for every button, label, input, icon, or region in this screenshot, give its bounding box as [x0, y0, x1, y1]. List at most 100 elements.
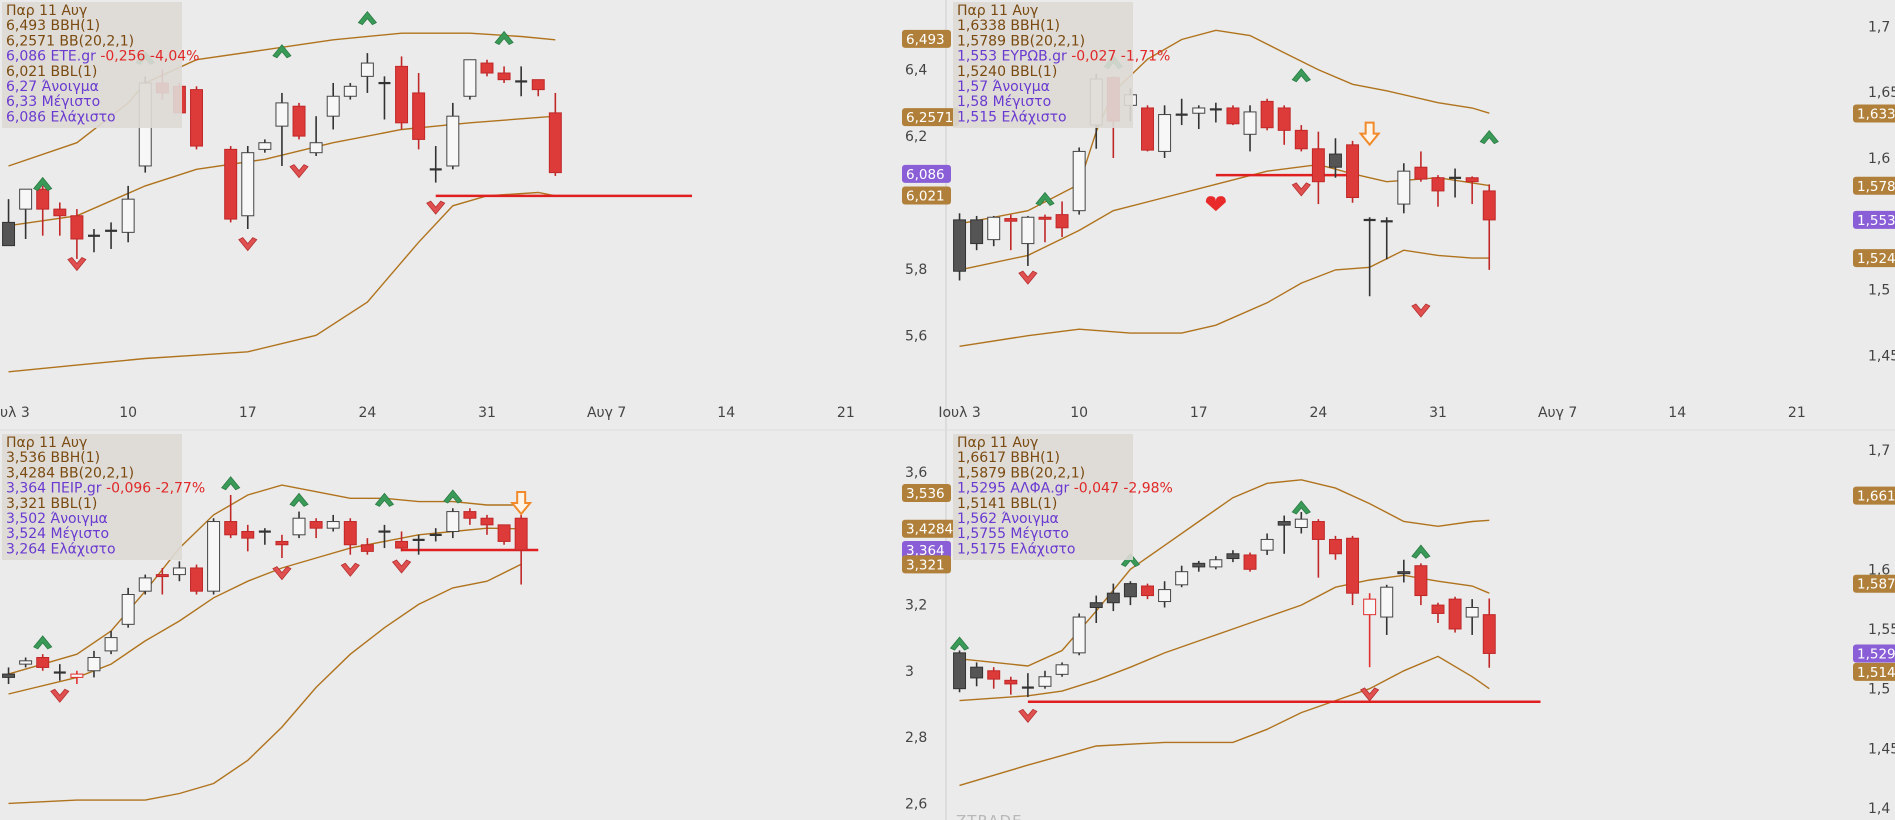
candle-body [2, 221, 16, 247]
red-down-chevron-icon [391, 559, 412, 574]
candle-body [1277, 107, 1291, 131]
legend-symbol: 3,364 ΠΕΙΡ.gr -0,096 -2,77% [6, 481, 205, 497]
price-tag-label: 6,021 [906, 189, 945, 205]
legend-open: 3,502 Άνοιγμα [6, 511, 108, 527]
candle [497, 524, 511, 545]
y-tick-label: 2,8 [905, 730, 927, 746]
candle-body [463, 511, 477, 519]
candle [1175, 565, 1189, 588]
candle-body [360, 544, 374, 552]
candle-body [88, 234, 100, 237]
candle [104, 630, 118, 655]
candle [1431, 602, 1445, 624]
candle [1414, 151, 1428, 182]
legend-open: 1,562 Άνοιγμα [957, 511, 1059, 527]
x-tick-label: 24 [1309, 405, 1327, 421]
price-tag: 6,021 [902, 186, 951, 205]
legend-bbh-value: 6,493 BBH(1) [6, 18, 100, 34]
candle-body [87, 657, 101, 672]
candle [1089, 595, 1103, 624]
price-tag-bg [902, 108, 960, 127]
candle [1482, 598, 1496, 668]
candle [1277, 515, 1291, 554]
legend-bg [953, 434, 1133, 560]
candle-body [395, 65, 409, 124]
candle [1072, 613, 1086, 656]
legend-low: 1,515 Ελάχιστο [957, 109, 1067, 125]
y-tick-label: 3,6 [905, 465, 927, 481]
candle [360, 53, 374, 93]
candle-body [1328, 153, 1342, 168]
legend-high: 1,58 Μέγιστο [957, 94, 1051, 110]
y-tick-label: 1,7 [1868, 19, 1890, 35]
y-tick-label: 1,45 [1868, 741, 1895, 757]
green-up-chevron-icon [1411, 544, 1431, 559]
candle [1465, 599, 1479, 635]
red-down-chevron-icon [426, 200, 446, 215]
candle-body [515, 80, 528, 83]
legend-high-value: 1,58 Μέγιστο [957, 94, 1051, 110]
chart-panel-ete[interactable]: 5,6 5,8 6,2 6,4 Ιουλ 3 10 17 24 31 Αυγ 7 14 21 6,493… [0, 2, 960, 421]
candle [1346, 535, 1360, 606]
legend-bb-value: 6,2571 BB(20,2,1) [6, 33, 134, 49]
candle-body [1004, 679, 1018, 685]
candle [1380, 217, 1393, 260]
price-tag-label: 1,5789 [1857, 179, 1895, 195]
candle [1021, 673, 1034, 698]
candle [241, 146, 255, 230]
candle [292, 102, 306, 140]
candle [105, 222, 118, 249]
candle-body [36, 188, 50, 210]
green-up-chevron-icon [1035, 191, 1055, 206]
candle-body [1089, 602, 1103, 608]
legend-low: 3,264 Ελάχιστο [6, 541, 116, 557]
candle [480, 59, 494, 77]
red-down-chevron-icon [1411, 303, 1431, 318]
candle [1141, 105, 1154, 152]
candle-body [309, 142, 323, 154]
candle-body [378, 530, 391, 533]
candle [1260, 98, 1274, 131]
price-tag: 6,493 [902, 29, 951, 48]
legend-bb-value: 1,5879 BB(20,2,1) [957, 465, 1085, 481]
price-tag-bg [902, 541, 951, 560]
candle-body [463, 59, 477, 97]
price-tag-bg [902, 164, 951, 183]
price-tag-label: 6,2571 [906, 110, 953, 126]
candle-body [1243, 111, 1257, 135]
legend-bbl: 1,5141 BBL(1) [957, 496, 1057, 512]
candle-body [19, 660, 33, 665]
candle-body [1021, 686, 1034, 689]
candle [1192, 560, 1206, 572]
candle-body [446, 115, 460, 167]
legend-symbol: 1,5295 ΑΛΦΑ.gr -0,047 -2,98% [957, 481, 1173, 497]
chart-panel-alpha[interactable]: 1,4 1,45 1,5 1,55 1,6 1,7 1,6617 1,5879 1,5295 1,… [949, 434, 1895, 817]
candle-body [138, 577, 152, 592]
candle [1243, 105, 1257, 152]
candle [1328, 138, 1342, 178]
candle-body [1346, 144, 1360, 198]
y-tick-label: 1,45 [1868, 349, 1895, 365]
candle-body [1192, 562, 1206, 568]
price-tag-bg [902, 29, 951, 48]
candle-body [1192, 107, 1206, 114]
candle [515, 66, 528, 97]
legend-open-value: 1,562 Άνοιγμα [957, 511, 1059, 527]
candle [36, 654, 50, 671]
candle-body [412, 538, 425, 541]
candle-body [1175, 113, 1188, 116]
price-tag-label: 1,5295 [1857, 646, 1895, 662]
legend-bb: 6,2571 BB(20,2,1) [6, 33, 134, 49]
candle [326, 514, 340, 532]
candle-body [258, 530, 271, 533]
price-tag-bg [1853, 176, 1895, 195]
legend-low-value: 6,086 Ελάχιστο [6, 109, 116, 125]
candle-body [2, 673, 16, 678]
y-tick-label: 6,4 [905, 63, 927, 79]
chart-panel-eurob[interactable]: 1,45 1,5 1,6 1,65 1,7 Ιουλ 3 10 17 24 31 Αυγ 7 14 21… [938, 2, 1895, 421]
